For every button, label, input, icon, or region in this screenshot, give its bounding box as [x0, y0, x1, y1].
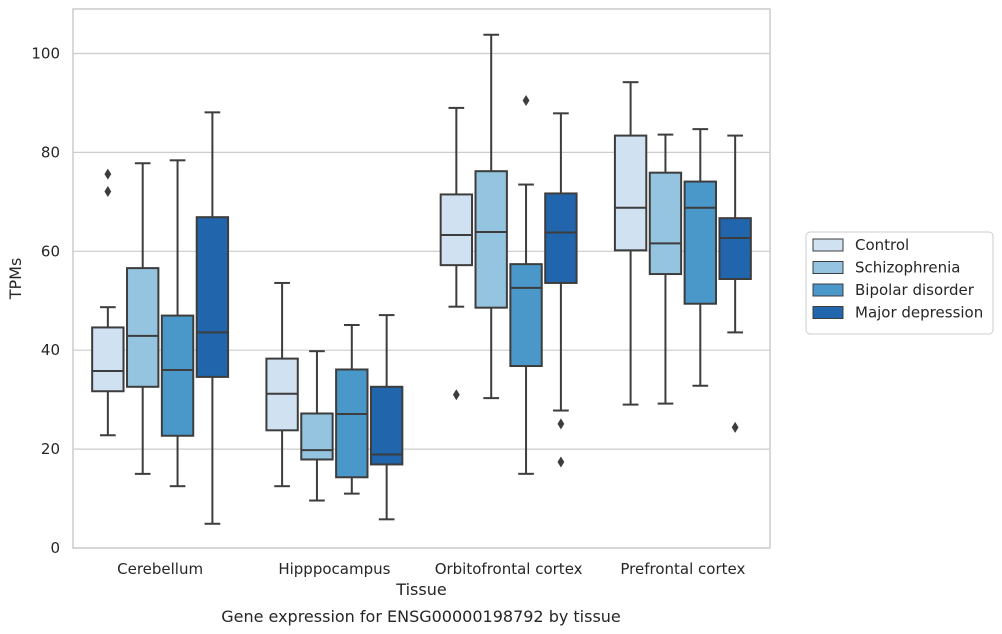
box-control	[613, 81, 648, 406]
box-iqr	[613, 134, 648, 252]
x-tick-label: Cerebellum	[117, 560, 203, 578]
box-iqr	[369, 385, 404, 466]
box-iqr	[335, 368, 369, 479]
box-major-depression	[544, 112, 578, 468]
legend-swatch	[812, 261, 844, 274]
y-tick-label: 20	[41, 440, 60, 458]
box-bipolar-disorder	[160, 159, 195, 488]
box-major-depression	[369, 314, 404, 521]
box-bipolar-disorder	[335, 323, 369, 495]
legend-label: Schizophrenia	[855, 259, 960, 277]
box-control	[265, 281, 299, 488]
box-iqr	[195, 216, 230, 378]
box-iqr	[509, 263, 543, 368]
outlier-point	[731, 421, 739, 433]
y-tick-label: 60	[41, 242, 60, 260]
y-tick-label: 100	[31, 45, 60, 63]
box-iqr	[160, 314, 195, 437]
box-iqr	[439, 193, 474, 267]
box-schizophrenia	[300, 350, 334, 502]
chart-caption: Gene expression for ENSG00000198792 by t…	[221, 607, 621, 626]
box-schizophrenia	[126, 162, 160, 475]
box-bipolar-disorder	[683, 128, 717, 387]
legend-swatch	[812, 238, 844, 252]
legend-swatch	[812, 283, 844, 297]
box-control	[91, 168, 125, 437]
box-iqr	[648, 171, 683, 276]
y-tick-label: 0	[50, 539, 60, 557]
box-iqr	[718, 217, 752, 280]
box-iqr	[126, 267, 160, 388]
box-iqr	[300, 412, 334, 461]
box-schizophrenia	[474, 33, 508, 400]
outlier-point	[557, 456, 565, 468]
box-bipolar-disorder	[509, 94, 543, 475]
box-major-depression	[195, 111, 230, 525]
x-tick-label: Orbitofrontal cortex	[435, 560, 583, 578]
box-iqr	[474, 170, 508, 309]
box-iqr	[91, 326, 125, 393]
legend-label: Control	[855, 236, 909, 254]
box-plots	[91, 33, 752, 525]
outlier-point	[104, 185, 112, 197]
outlier-point	[522, 94, 530, 106]
box-schizophrenia	[648, 133, 683, 405]
box-control	[439, 106, 474, 401]
plot-frame	[72, 8, 771, 549]
x-tick-labels: Cerebellum Hipppocampus Orbitofrontal cort…	[117, 560, 745, 578]
y-axis-label: TPMs	[6, 258, 25, 301]
box-major-depression	[718, 134, 752, 433]
box-iqr	[683, 180, 717, 305]
legend-label: Bipolar disorder	[855, 281, 975, 299]
outlier-point	[557, 418, 565, 430]
legend-swatch	[812, 306, 844, 319]
y-tick-labels: 0 20 40 60 80 100	[31, 45, 60, 557]
legend-label: Major depression	[855, 304, 983, 322]
y-tick-label: 40	[41, 341, 60, 359]
x-tick-label: Prefrontal cortex	[620, 560, 745, 578]
legend: Control Schizophrenia Bipolar disorder Majo…	[805, 231, 994, 335]
outlier-point	[104, 168, 112, 180]
legend-frame	[805, 231, 994, 335]
box-iqr	[544, 192, 578, 284]
x-axis-label: Tissue	[395, 580, 446, 599]
y-tick-label: 80	[41, 143, 60, 161]
outlier-point	[452, 389, 460, 401]
x-tick-label: Hipppocampus	[278, 560, 390, 578]
